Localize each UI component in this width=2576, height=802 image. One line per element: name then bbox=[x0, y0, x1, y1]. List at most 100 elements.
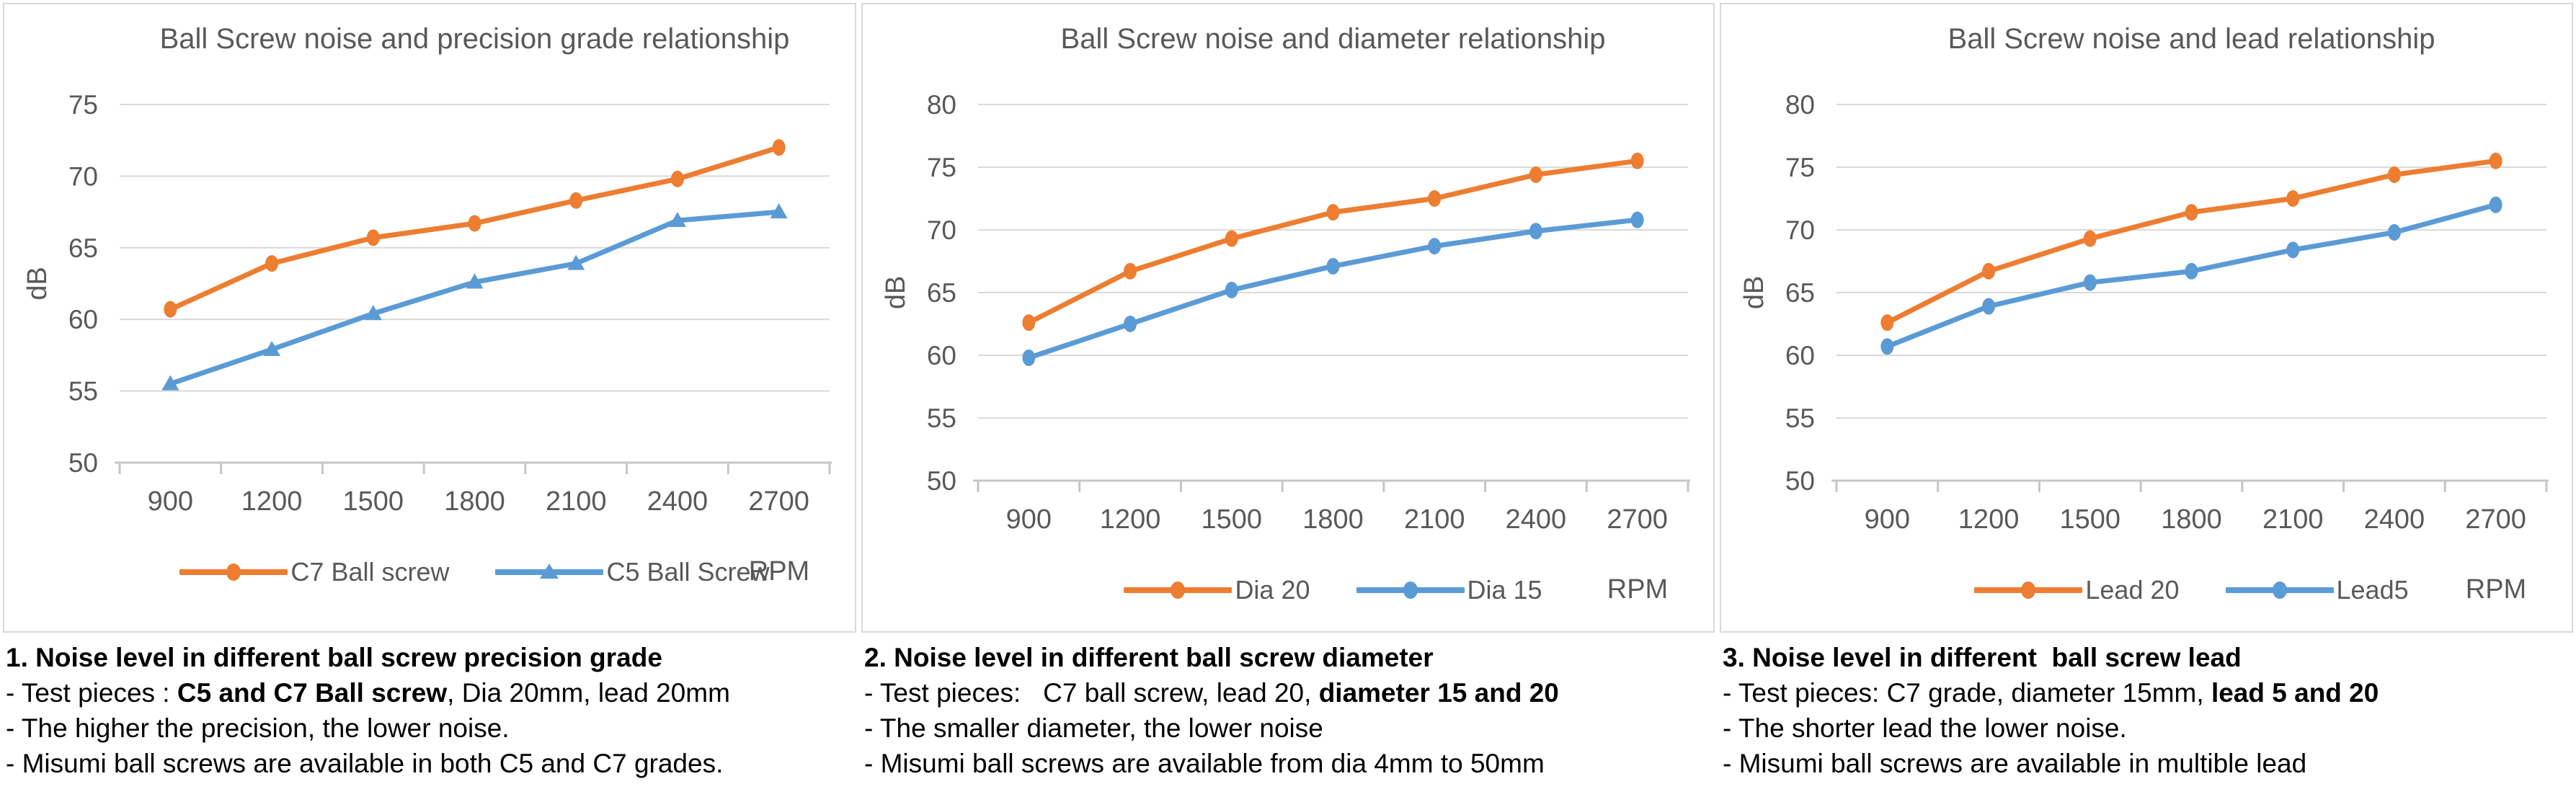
legend-marker-circle-icon bbox=[1356, 582, 1465, 599]
x-axis-tick-label: 1500 bbox=[2060, 504, 2121, 535]
series-line-dia-20 bbox=[1026, 158, 1640, 326]
data-point-marker-circle bbox=[1428, 190, 1442, 207]
x-axis-title: RPM bbox=[2465, 574, 2527, 605]
x-axis-tick-label: 1200 bbox=[1100, 504, 1161, 535]
data-point-marker-circle bbox=[1022, 349, 1036, 366]
data-point-marker-triangle bbox=[161, 375, 179, 391]
x-axis-tick-label: 2400 bbox=[1506, 504, 1567, 535]
note-line: 3. Noise level in different ball screw l… bbox=[1723, 643, 2242, 672]
line-chart-plot: 75 70 65 60 55 50 900 1200 1500 1800 2100 2400 2700 d… bbox=[22, 90, 832, 517]
data-point-marker-circle bbox=[569, 192, 583, 209]
legend-marker-triangle-icon bbox=[495, 563, 604, 579]
legend-label: Dia 20 bbox=[1235, 575, 1310, 605]
line-chart-plot: 80 75 70 65 60 55 50 900 1200 1500 1800 2100 2400 270… bbox=[881, 90, 1690, 535]
x-axis-tick-label: 2700 bbox=[1607, 504, 1668, 535]
x-axis-title: RPM bbox=[1607, 574, 1669, 605]
x-axis-tick-label: 2100 bbox=[1404, 504, 1465, 535]
data-point-marker-circle bbox=[2185, 262, 2198, 280]
data-point-marker-circle bbox=[265, 255, 279, 272]
data-point-marker-triangle bbox=[466, 273, 484, 289]
data-point-marker-circle bbox=[2083, 230, 2097, 247]
data-point-marker-circle bbox=[1880, 338, 1894, 355]
series-line-c5-ball-screw bbox=[167, 209, 782, 387]
legend-marker-circle-icon bbox=[1124, 582, 1233, 599]
y-axis-tick-label: 55 bbox=[927, 404, 956, 433]
x-axis-tick-label: 1500 bbox=[343, 486, 404, 517]
legend-label: C7 Ball screw bbox=[290, 557, 450, 587]
data-point-marker-circle bbox=[1428, 238, 1442, 255]
x-axis-tick-label: 1200 bbox=[241, 486, 303, 517]
data-point-marker-circle bbox=[366, 229, 380, 246]
line-chart-plot: 80 75 70 65 60 55 50 900 1200 1500 1800 2100 2400 270… bbox=[1739, 90, 2549, 535]
note-line: - Misumi ball screws are available in mu… bbox=[1723, 749, 2307, 778]
y-axis-tick-label: 55 bbox=[68, 377, 98, 406]
chart-panel-precision-grade: Ball Screw noise and precision grade rel… bbox=[3, 3, 856, 633]
y-axis-tick-label: 65 bbox=[1785, 278, 1815, 308]
y-axis-tick-label: 70 bbox=[927, 215, 956, 245]
data-point-marker-circle bbox=[1124, 262, 1137, 280]
y-axis-tick-label: 80 bbox=[1785, 90, 1815, 120]
data-point-marker-circle bbox=[2083, 274, 2097, 291]
data-point-marker-circle bbox=[1326, 257, 1340, 275]
data-point-marker-circle bbox=[1326, 204, 1340, 221]
legend-item: Lead5 bbox=[2225, 575, 2409, 605]
legend-marker-circle-icon bbox=[179, 563, 288, 581]
legend-item: Dia 20 bbox=[1124, 575, 1310, 605]
x-axis-tick-label: 1800 bbox=[444, 486, 505, 517]
data-point-marker-circle bbox=[1225, 230, 1238, 247]
data-point-marker-triangle bbox=[364, 305, 382, 321]
data-point-marker-circle bbox=[164, 300, 177, 318]
note-line: 1. Noise level in different ball screw p… bbox=[6, 643, 662, 672]
data-point-marker-triangle bbox=[567, 254, 585, 270]
chart-legend: Dia 20 Dia 15 bbox=[978, 573, 1688, 607]
data-point-marker-circle bbox=[1022, 314, 1036, 331]
x-axis-tick-label: 1200 bbox=[1958, 504, 2020, 535]
note-line: - Test pieces: C7 ball screw, lead 20, d… bbox=[864, 678, 1559, 708]
data-point-marker-circle bbox=[1630, 211, 1644, 228]
y-axis-tick-label: 50 bbox=[927, 466, 956, 496]
note-block-diameter: 2. Noise level in different ball screw d… bbox=[864, 640, 1715, 781]
chart-panel-lead: Ball Screw noise and lead relationship 80… bbox=[1720, 3, 2573, 633]
x-axis-title: RPM bbox=[748, 556, 810, 587]
data-point-marker-circle bbox=[2286, 190, 2300, 207]
legend-label: C5 Ball Screw bbox=[606, 557, 770, 587]
x-axis-tick-label: 900 bbox=[1006, 504, 1052, 535]
y-axis-title: dB bbox=[1739, 276, 1769, 309]
data-point-marker-circle bbox=[1529, 223, 1542, 240]
note-line: - The shorter lead the lower noise. bbox=[1723, 713, 2127, 743]
y-axis-tick-label: 65 bbox=[927, 278, 956, 308]
legend-item: C7 Ball screw bbox=[179, 557, 449, 587]
chart-title: Ball Screw noise and diameter relationsh… bbox=[1060, 23, 1606, 55]
y-axis-tick-label: 55 bbox=[1785, 404, 1815, 433]
note-line: - The higher the precision, the lower no… bbox=[6, 713, 510, 743]
data-point-marker-circle bbox=[1529, 166, 1542, 183]
y-axis-tick-label: 50 bbox=[68, 448, 98, 478]
data-point-marker-circle bbox=[2286, 241, 2300, 259]
x-axis-tick-label: 2100 bbox=[2262, 504, 2324, 535]
y-axis-tick-label: 80 bbox=[927, 90, 956, 120]
data-point-marker-circle bbox=[2387, 166, 2401, 183]
data-point-marker-triangle bbox=[668, 212, 686, 228]
data-point-marker-circle bbox=[2185, 204, 2198, 221]
note-line: 2. Noise level in different ball screw d… bbox=[864, 643, 1434, 672]
legend-label: Lead5 bbox=[2336, 575, 2409, 605]
note-line: - Misumi ball screws are available in bo… bbox=[6, 749, 724, 778]
data-point-marker-triangle bbox=[770, 203, 788, 219]
chart-title: Ball Screw noise and precision grade rel… bbox=[159, 23, 790, 55]
legend-item: C5 Ball Screw bbox=[495, 557, 770, 587]
data-point-marker-circle bbox=[2489, 152, 2502, 169]
note-line: - Test pieces: C7 grade, diameter 15mm, … bbox=[1723, 678, 2379, 708]
chart-legend: Lead 20 Lead5 bbox=[1836, 573, 2546, 607]
x-axis-tick-label: 2400 bbox=[647, 486, 709, 517]
y-axis-tick-label: 60 bbox=[927, 341, 956, 370]
note-line: - Test pieces : C5 and C7 Ball screw, Di… bbox=[6, 678, 730, 708]
data-point-marker-circle bbox=[1630, 152, 1644, 169]
x-axis-tick-label: 900 bbox=[148, 486, 193, 517]
legend-marker-circle-icon bbox=[1974, 582, 2083, 599]
x-axis-tick-label: 1800 bbox=[1302, 504, 1364, 535]
data-point-marker-circle bbox=[2489, 196, 2502, 213]
y-axis-title: dB bbox=[22, 267, 53, 300]
legend-marker-circle-icon bbox=[2225, 582, 2334, 599]
data-point-marker-circle bbox=[1225, 282, 1238, 299]
series-line-lead-20 bbox=[1884, 158, 2499, 326]
